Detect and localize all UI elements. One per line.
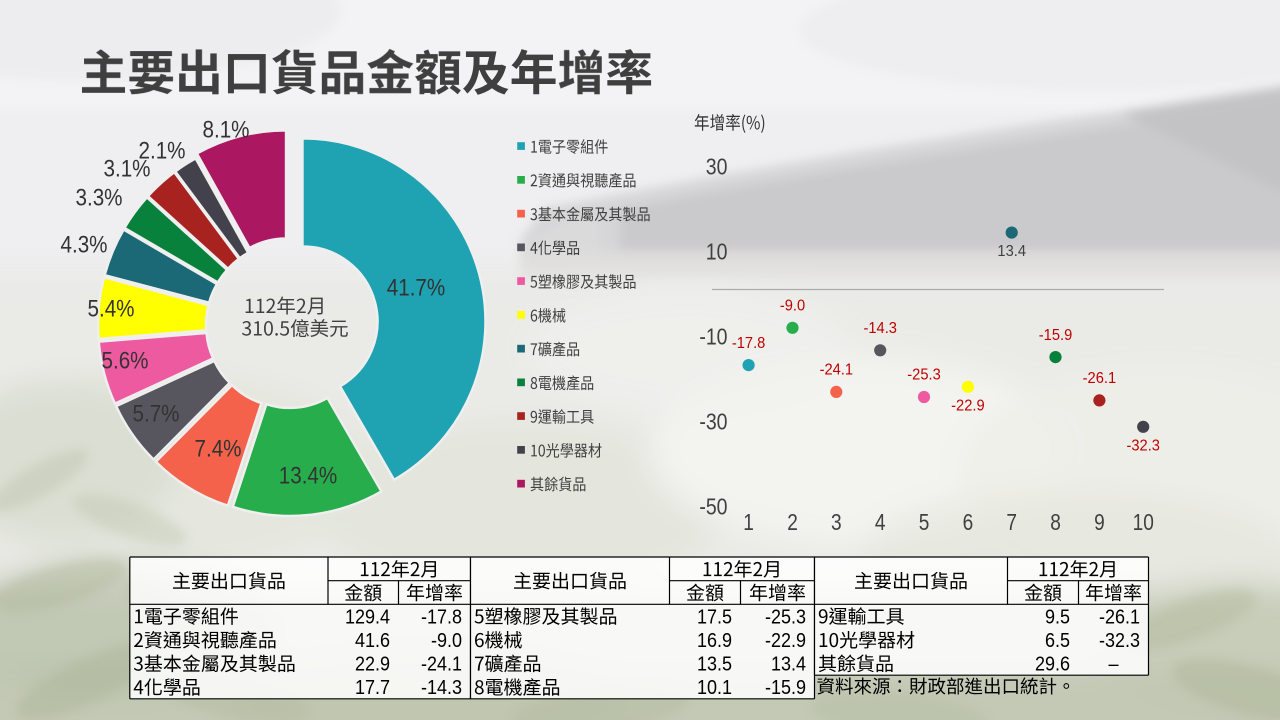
svg-text:13.4: 13.4 — [997, 243, 1026, 261]
svg-text:16.9: 16.9 — [697, 630, 732, 652]
svg-text:4: 4 — [875, 511, 886, 536]
svg-text:-15.9: -15.9 — [765, 677, 806, 699]
svg-text:2: 2 — [787, 511, 798, 536]
svg-text:17.7: 17.7 — [355, 677, 390, 699]
svg-text:-24.1: -24.1 — [820, 361, 853, 379]
svg-text:41.7%: 41.7% — [387, 274, 446, 301]
svg-text:17.5: 17.5 — [697, 606, 732, 628]
svg-text:-22.9: -22.9 — [951, 397, 984, 415]
svg-text:-15.9: -15.9 — [1039, 326, 1072, 344]
svg-text:-17.8: -17.8 — [732, 334, 765, 352]
svg-text:-17.8: -17.8 — [421, 606, 462, 628]
svg-text:6.5: 6.5 — [1045, 630, 1070, 652]
svg-text:13.4: 13.4 — [771, 654, 806, 676]
svg-text:9: 9 — [1094, 511, 1105, 536]
svg-text:-26.1: -26.1 — [1099, 606, 1140, 628]
svg-text:3.1%: 3.1% — [103, 155, 150, 182]
svg-text:-25.3: -25.3 — [907, 366, 940, 384]
svg-text:-10: -10 — [699, 323, 727, 350]
svg-text:-30: -30 — [699, 408, 727, 435]
svg-text:5.4%: 5.4% — [87, 295, 134, 322]
svg-text:1: 1 — [743, 511, 754, 536]
svg-text:5.6%: 5.6% — [101, 347, 148, 374]
svg-text:29.6: 29.6 — [1035, 654, 1070, 676]
svg-text:–: – — [1108, 654, 1118, 676]
svg-text:5.7%: 5.7% — [132, 400, 179, 427]
svg-text:3.3%: 3.3% — [75, 184, 122, 211]
svg-text:4.3%: 4.3% — [60, 231, 107, 258]
svg-text:-14.3: -14.3 — [421, 677, 462, 699]
svg-text:-25.3: -25.3 — [765, 606, 806, 628]
svg-text:9.5: 9.5 — [1045, 606, 1070, 628]
svg-text:129.4: 129.4 — [345, 606, 390, 628]
svg-text:22.9: 22.9 — [355, 654, 390, 676]
svg-text:13.5: 13.5 — [697, 654, 732, 676]
svg-text:-26.1: -26.1 — [1083, 370, 1116, 388]
svg-text:-50: -50 — [699, 493, 727, 520]
svg-text:7: 7 — [1006, 511, 1017, 536]
svg-text:10.1: 10.1 — [697, 677, 732, 699]
svg-text:3: 3 — [831, 511, 842, 536]
svg-text:-22.9: -22.9 — [765, 630, 806, 652]
svg-text:8: 8 — [1050, 511, 1061, 536]
svg-text:-14.3: -14.3 — [863, 320, 896, 338]
svg-text:-9.0: -9.0 — [431, 630, 462, 652]
svg-text:13.4%: 13.4% — [279, 462, 338, 489]
svg-text:41.6: 41.6 — [355, 630, 390, 652]
svg-text:10: 10 — [1133, 511, 1154, 536]
svg-text:7.4%: 7.4% — [194, 435, 241, 462]
svg-text:-32.3: -32.3 — [1099, 630, 1140, 652]
svg-text:-24.1: -24.1 — [421, 654, 462, 676]
svg-text:5: 5 — [919, 511, 930, 536]
svg-text:10: 10 — [706, 238, 728, 265]
svg-text:8.1%: 8.1% — [202, 116, 249, 143]
svg-text:30: 30 — [706, 153, 728, 180]
svg-text:-9.0: -9.0 — [780, 297, 805, 315]
svg-text:2.1%: 2.1% — [138, 137, 185, 164]
svg-text:6: 6 — [963, 511, 974, 536]
svg-text:-32.3: -32.3 — [1126, 437, 1159, 455]
